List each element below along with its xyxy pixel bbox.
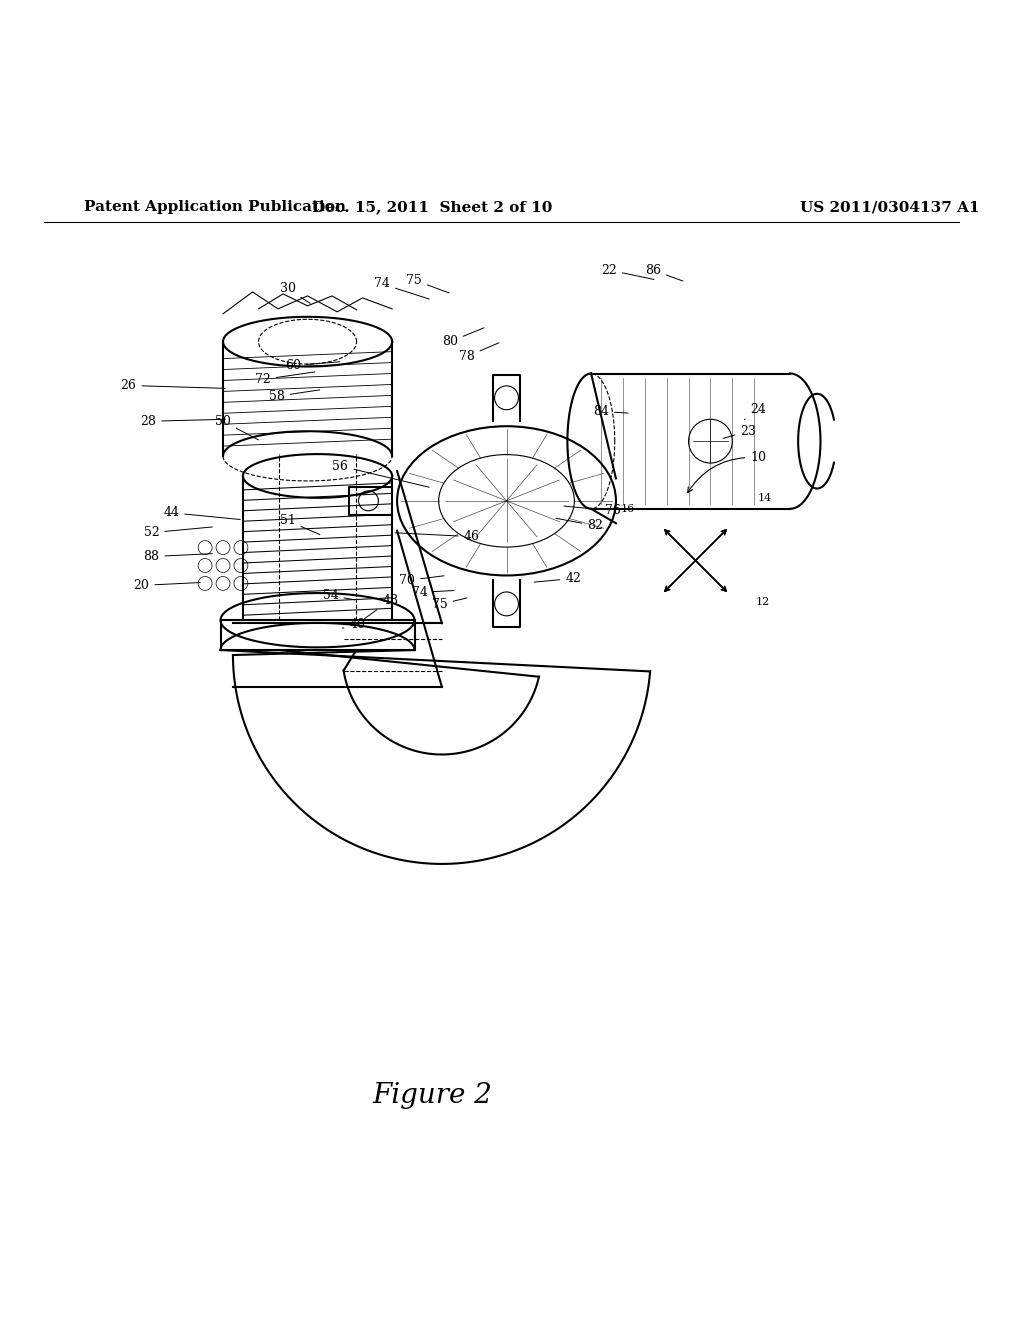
Text: 42: 42 [535, 572, 581, 585]
Text: 44: 44 [163, 507, 241, 520]
Text: 54: 54 [323, 589, 354, 602]
Text: 12: 12 [756, 598, 770, 607]
Text: 86: 86 [645, 264, 683, 281]
Text: 88: 88 [143, 550, 212, 564]
Text: 48: 48 [365, 594, 398, 619]
Text: 22: 22 [601, 264, 654, 280]
Text: 80: 80 [441, 327, 484, 348]
Text: Figure 2: Figure 2 [372, 1082, 492, 1109]
Text: 74: 74 [374, 277, 429, 300]
Text: 24: 24 [744, 403, 766, 420]
Text: 74: 74 [412, 586, 454, 599]
Text: 14: 14 [758, 492, 772, 503]
Text: 16: 16 [621, 504, 635, 513]
Text: 84: 84 [593, 405, 628, 418]
Text: 23: 23 [723, 425, 756, 438]
Text: 75: 75 [407, 273, 450, 293]
Text: 20: 20 [133, 579, 201, 591]
Text: 60: 60 [285, 359, 340, 372]
Text: 72: 72 [255, 372, 314, 385]
Text: 56: 56 [333, 459, 429, 487]
Text: 40: 40 [342, 618, 366, 631]
Text: 30: 30 [280, 282, 310, 304]
Text: 46: 46 [395, 531, 479, 543]
Text: 26: 26 [121, 379, 225, 392]
Text: US 2011/0304137 A1: US 2011/0304137 A1 [800, 201, 980, 214]
Text: 50: 50 [215, 414, 258, 440]
Text: 70: 70 [399, 574, 444, 587]
Text: 78: 78 [459, 343, 499, 363]
Text: 51: 51 [280, 515, 319, 535]
Text: 58: 58 [268, 389, 319, 403]
Text: 28: 28 [140, 414, 225, 428]
Text: Dec. 15, 2011  Sheet 2 of 10: Dec. 15, 2011 Sheet 2 of 10 [311, 201, 552, 214]
Text: 82: 82 [556, 519, 603, 532]
Text: 76: 76 [564, 504, 621, 517]
Text: Patent Application Publication: Patent Application Publication [84, 201, 346, 214]
Text: 75: 75 [432, 598, 467, 611]
Text: 52: 52 [143, 527, 212, 539]
Text: 10: 10 [688, 451, 766, 492]
